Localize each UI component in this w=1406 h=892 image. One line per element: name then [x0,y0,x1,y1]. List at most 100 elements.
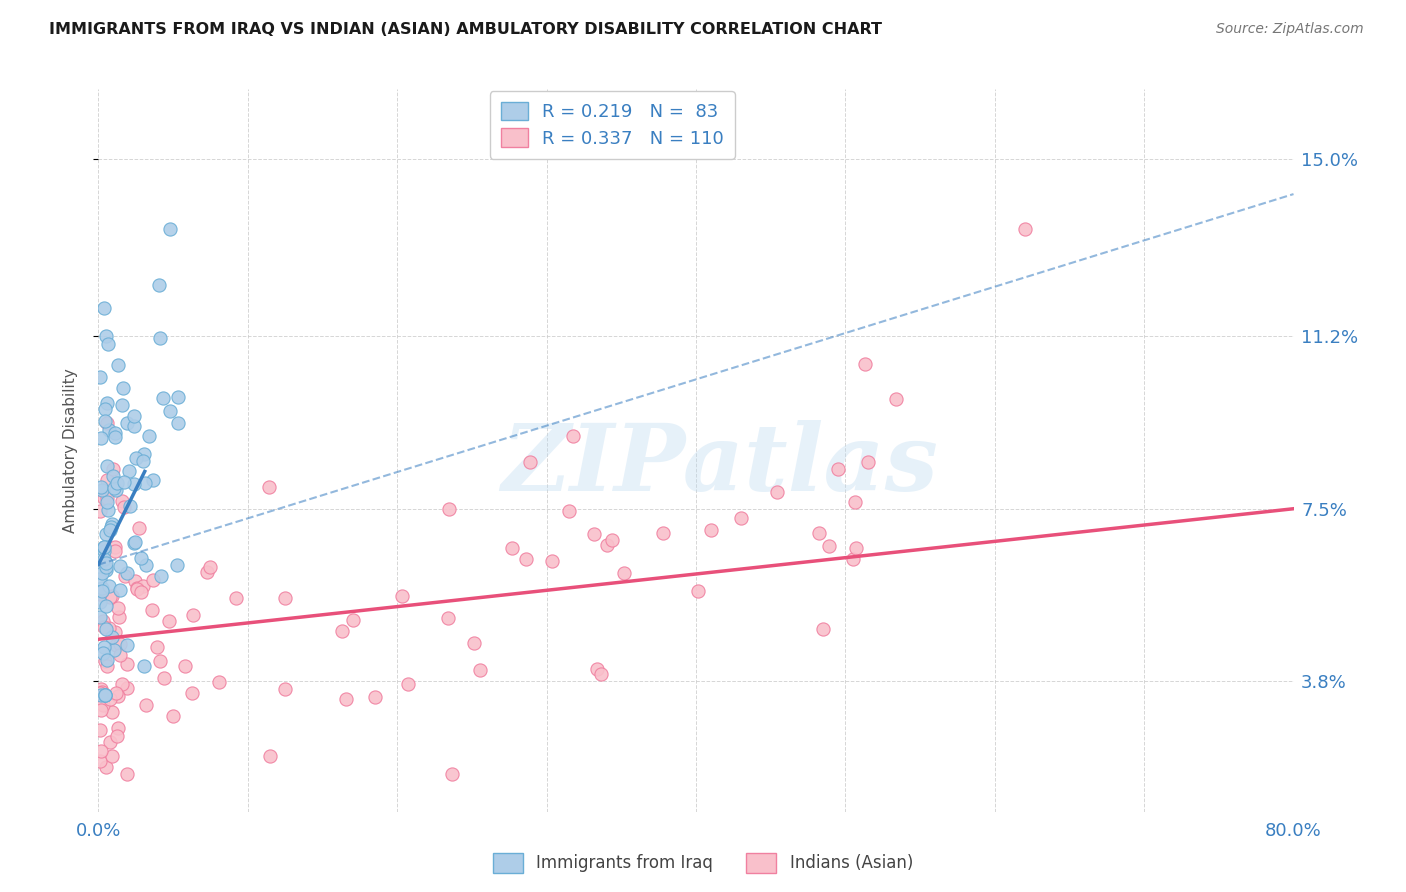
Point [89,723,111,737]
Point [115,767,138,781]
Point [94,760,117,774]
Point [274,682,297,697]
Point [562,429,585,443]
Point [103,469,125,483]
Point [114,569,136,583]
Point [142,573,165,587]
Point [90,480,112,494]
Point [134,475,156,490]
Point [89,595,111,609]
Point [117,657,139,672]
Point [811,622,834,636]
Point [96,396,118,410]
Point [94,599,117,613]
Point [94,688,117,702]
Point [122,476,145,491]
Point [90,703,112,717]
Point [98,590,121,604]
Point [104,686,127,700]
Point [91,581,114,595]
Point [149,654,172,668]
Point [104,540,127,554]
Point [115,416,138,430]
Point [93,640,115,655]
Point [142,473,165,487]
Point [101,630,124,644]
Point [94,654,117,668]
Point [135,558,157,573]
Point [613,566,636,581]
Point [853,357,876,371]
Point [1014,222,1036,236]
Point [129,551,152,566]
Point [89,369,111,384]
Point [97,336,120,351]
Point [115,681,138,696]
Point [115,566,138,581]
Point [150,569,173,583]
Point [94,329,117,343]
Point [91,698,114,712]
Point [166,390,188,404]
Point [90,688,112,702]
Point [111,381,134,395]
Point [93,301,115,316]
Point [96,526,118,541]
Point [225,591,247,606]
Point [391,589,413,603]
Point [90,431,112,445]
Point [167,416,190,430]
Point [148,277,170,292]
Point [817,539,839,553]
Point [89,686,111,700]
Point [558,504,581,518]
Point [90,566,112,580]
Point [89,504,111,518]
Point [125,450,148,465]
Point [208,675,231,690]
Point [104,426,127,441]
Point [98,423,121,437]
Point [342,613,364,627]
Point [652,525,675,540]
Point [115,638,138,652]
Point [96,658,118,673]
Point [441,767,464,781]
Point [94,622,117,636]
Point [108,559,131,574]
Point [100,748,122,763]
Point [98,692,121,706]
Point [111,677,134,691]
Point [100,517,122,532]
Point [157,614,180,628]
Point [96,416,118,430]
Point [515,552,537,566]
Point [96,458,118,473]
Point [93,620,115,634]
Point [120,499,142,513]
Text: IMMIGRANTS FROM IRAQ VS INDIAN (ASIAN) AMBULATORY DISABILITY CORRELATION CHART: IMMIGRANTS FROM IRAQ VS INDIAN (ASIAN) A… [49,22,882,37]
Point [146,640,169,655]
Point [110,637,132,651]
Point [97,503,120,517]
Point [124,535,146,549]
Point [274,591,297,605]
Point [600,533,623,547]
Point [827,462,849,476]
Point [104,483,127,497]
Point [100,734,122,748]
Point [166,558,188,572]
Point [103,544,125,558]
Point [94,688,117,702]
Point [131,585,153,599]
Point [807,526,830,541]
Point [128,521,150,535]
Point [132,579,155,593]
Point [91,614,114,628]
Point [159,222,181,236]
Point [91,584,114,599]
Point [582,527,605,541]
Point [700,523,723,537]
Legend: Immigrants from Iraq, Indians (Asian): Immigrants from Iraq, Indians (Asian) [486,847,920,880]
Point [96,560,118,574]
